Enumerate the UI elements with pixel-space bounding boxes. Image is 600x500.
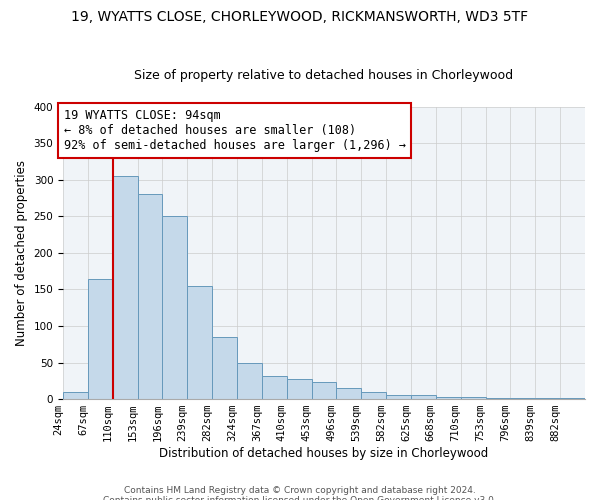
Bar <box>212 337 237 399</box>
Text: Contains HM Land Registry data © Crown copyright and database right 2024.: Contains HM Land Registry data © Crown c… <box>124 486 476 495</box>
Bar <box>535 398 560 399</box>
Bar <box>63 392 88 399</box>
Bar <box>88 278 113 399</box>
Title: Size of property relative to detached houses in Chorleywood: Size of property relative to detached ho… <box>134 69 514 82</box>
Bar <box>361 392 386 399</box>
Bar <box>287 378 311 399</box>
Bar <box>461 397 485 399</box>
Bar <box>262 376 287 399</box>
Bar <box>511 398 535 399</box>
Bar <box>485 398 511 399</box>
Bar <box>137 194 163 399</box>
Bar <box>436 397 461 399</box>
Bar <box>237 362 262 399</box>
Bar <box>337 388 361 399</box>
Text: 19, WYATTS CLOSE, CHORLEYWOOD, RICKMANSWORTH, WD3 5TF: 19, WYATTS CLOSE, CHORLEYWOOD, RICKMANSW… <box>71 10 529 24</box>
Bar <box>311 382 337 399</box>
Bar <box>560 398 585 399</box>
Bar <box>113 176 137 399</box>
Text: 19 WYATTS CLOSE: 94sqm
← 8% of detached houses are smaller (108)
92% of semi-det: 19 WYATTS CLOSE: 94sqm ← 8% of detached … <box>64 109 406 152</box>
X-axis label: Distribution of detached houses by size in Chorleywood: Distribution of detached houses by size … <box>160 447 488 460</box>
Bar <box>163 216 187 399</box>
Text: Contains public sector information licensed under the Open Government Licence v3: Contains public sector information licen… <box>103 496 497 500</box>
Y-axis label: Number of detached properties: Number of detached properties <box>15 160 28 346</box>
Bar <box>411 396 436 399</box>
Bar <box>386 396 411 399</box>
Bar <box>187 286 212 399</box>
